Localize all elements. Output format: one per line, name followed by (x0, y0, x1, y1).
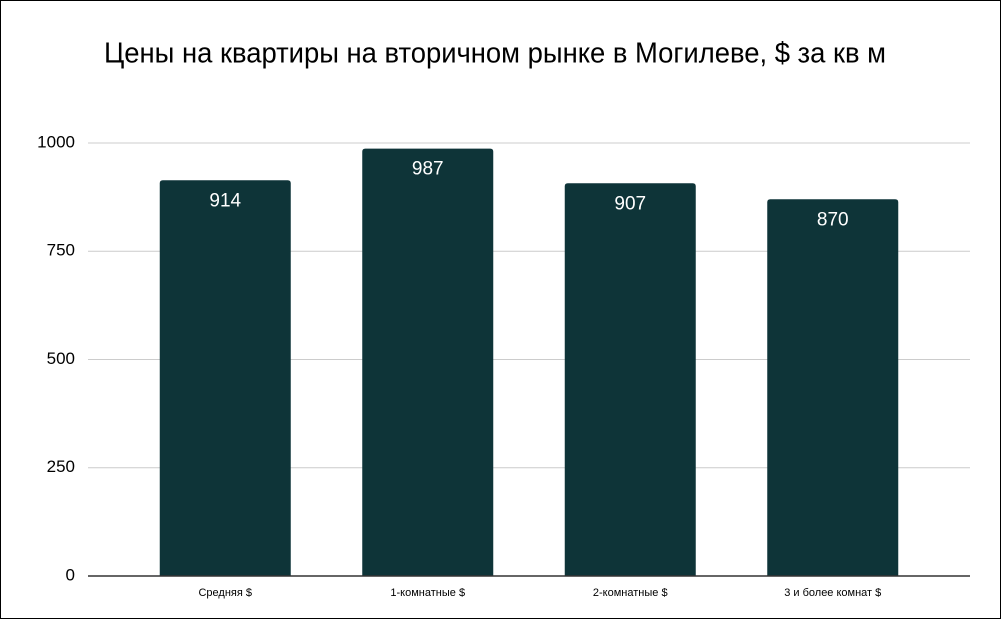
data-label: 870 (817, 209, 849, 230)
data-label: 987 (412, 159, 444, 180)
data-label: 907 (614, 193, 646, 214)
x-tick-label: Средняя $ (198, 587, 252, 599)
y-tick-label: 750 (47, 241, 75, 260)
bar (159, 180, 291, 576)
y-tick-label: 250 (47, 457, 75, 476)
x-tick-label: 3 и более комнат $ (784, 587, 881, 599)
bar (767, 199, 899, 577)
chart-title: Цены на квартиры на вторичном рынке в Мо… (104, 38, 886, 70)
y-tick-label: 500 (47, 349, 75, 368)
x-tick-label: 2-комнатные $ (593, 587, 668, 599)
y-tick-label: 0 (66, 565, 75, 584)
x-tick-label: 1-комнатные $ (390, 587, 465, 599)
bar (564, 183, 696, 577)
data-label: 914 (209, 190, 241, 211)
bar (362, 148, 494, 576)
y-tick-label: 1000 (37, 132, 75, 151)
